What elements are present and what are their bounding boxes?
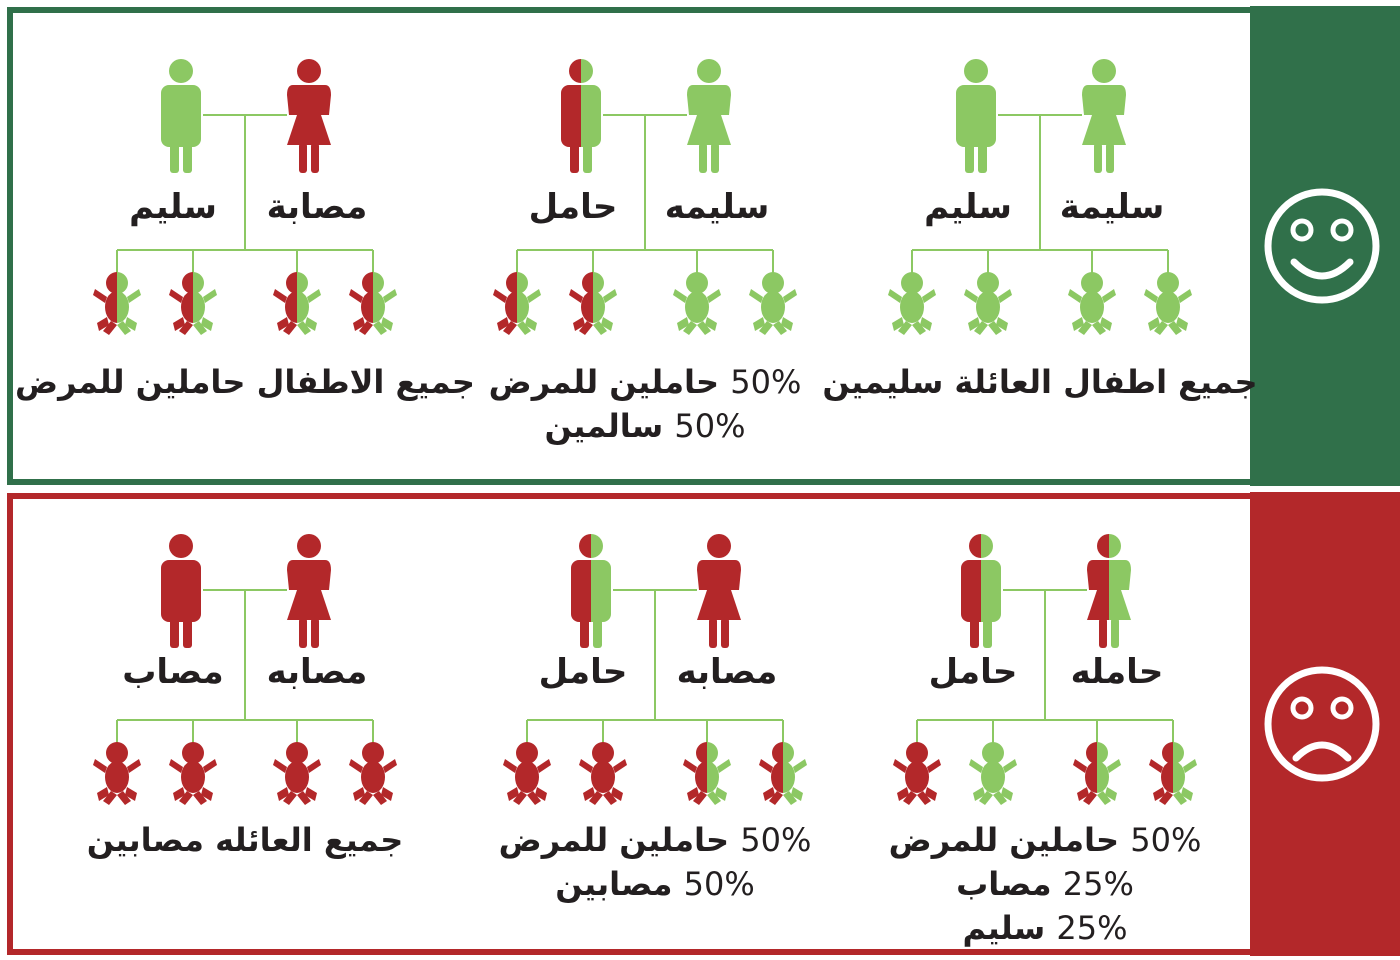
child-figure-affected: [893, 742, 941, 805]
result-percent: 50%: [1130, 821, 1202, 859]
father-label: حامل: [528, 187, 618, 227]
result-text: مصابين: [555, 865, 673, 903]
child-figure-affected: [579, 742, 627, 805]
result-line: 50% سالمين: [489, 404, 802, 448]
result-text: حاملين للمرض: [888, 821, 1120, 859]
result-percent: 50%: [674, 407, 746, 445]
result-line: 50% حاملين للمرض: [889, 818, 1202, 862]
mother-label: حامله: [1070, 652, 1164, 692]
result-line: 50% حاملين للمرض: [499, 818, 812, 862]
father-label: حامل: [928, 652, 1018, 692]
child-figure-affected: [273, 742, 321, 805]
result-line: 50% مصابين: [499, 862, 812, 906]
child-figure-carrier: [759, 742, 807, 805]
result-text: جميع اطفال العائلة سليمين: [822, 363, 1258, 401]
child-figure-healthy: [964, 272, 1012, 335]
father-figure-healthy: [161, 59, 201, 173]
mother-label: مصابه: [266, 652, 368, 692]
child-figure-carrier: [493, 272, 541, 335]
sad-face-icon: [1264, 666, 1380, 782]
child-figure-carrier: [569, 272, 617, 335]
father-figure-carrier: [561, 59, 601, 173]
mother-figure-affected: [697, 534, 741, 648]
father-figure-healthy: [956, 59, 996, 173]
result-line: جميع اطفال العائلة سليمين: [822, 360, 1257, 404]
child-figure-affected: [93, 742, 141, 805]
result-line: 25% سليم: [889, 906, 1202, 950]
child-figure-affected: [349, 742, 397, 805]
father-label: مصاب: [122, 652, 224, 692]
father-figure-carrier: [961, 534, 1001, 648]
child-figure-carrier: [683, 742, 731, 805]
child-figure-carrier: [273, 272, 321, 335]
mother-figure-healthy: [1082, 59, 1126, 173]
child-figure-carrier: [169, 272, 217, 335]
child-figure-affected: [503, 742, 551, 805]
result-percent: 25%: [1056, 909, 1128, 947]
result-line: 25% مصاب: [889, 862, 1202, 906]
scenario-result: 50% حاملين للمرض 25% مصاب 25% سليم: [889, 818, 1202, 950]
father-label: سليم: [129, 187, 217, 227]
father-label: سليم: [924, 187, 1012, 227]
father-figure-affected: [161, 534, 201, 648]
mother-figure-healthy: [687, 59, 731, 173]
child-figure-healthy: [749, 272, 797, 335]
result-text: حاملين للمرض: [488, 363, 720, 401]
mother-label: مصابه: [676, 652, 778, 692]
result-percent: 50%: [730, 363, 802, 401]
father-label: حامل: [538, 652, 628, 692]
child-figure-healthy: [969, 742, 1017, 805]
child-figure-healthy: [888, 272, 936, 335]
child-figure-healthy: [673, 272, 721, 335]
mother-label: سليمة: [1059, 187, 1165, 227]
scenario-result: 50% حاملين للمرض 50% سالمين: [489, 360, 802, 448]
scenario-result: جميع العائله مصابين: [87, 818, 404, 862]
result-line: جميع العائله مصابين: [87, 818, 404, 862]
mother-figure-carrier: [1087, 534, 1131, 648]
scenario-result: جميع الاطفال حاملين للمرض: [15, 360, 475, 404]
result-line: 50% حاملين للمرض: [489, 360, 802, 404]
result-text: سالمين: [544, 407, 664, 445]
result-text: جميع الاطفال حاملين للمرض: [15, 363, 475, 401]
result-text: سليم: [962, 909, 1046, 947]
smiley-face-icon: [1264, 188, 1380, 304]
child-figure-carrier: [93, 272, 141, 335]
child-figure-healthy: [1144, 272, 1192, 335]
result-percent: 50%: [740, 821, 812, 859]
mother-label: سليمه: [664, 187, 770, 227]
father-figure-carrier: [571, 534, 611, 648]
scenario-result: 50% حاملين للمرض 50% مصابين: [499, 818, 812, 906]
mother-figure-affected: [287, 59, 331, 173]
scenario-result: جميع اطفال العائلة سليمين: [822, 360, 1257, 404]
mother-label: مصابة: [266, 187, 368, 227]
result-line: جميع الاطفال حاملين للمرض: [15, 360, 475, 404]
result-percent: 25%: [1062, 865, 1134, 903]
result-text: جميع العائله مصابين: [86, 821, 404, 859]
child-figure-healthy: [1068, 272, 1116, 335]
result-text: مصاب: [956, 865, 1052, 903]
result-percent: 50%: [683, 865, 755, 903]
mother-figure-affected: [287, 534, 331, 648]
child-figure-carrier: [1149, 742, 1197, 805]
child-figure-carrier: [349, 272, 397, 335]
child-figure-carrier: [1073, 742, 1121, 805]
result-text: حاملين للمرض: [498, 821, 730, 859]
child-figure-affected: [169, 742, 217, 805]
